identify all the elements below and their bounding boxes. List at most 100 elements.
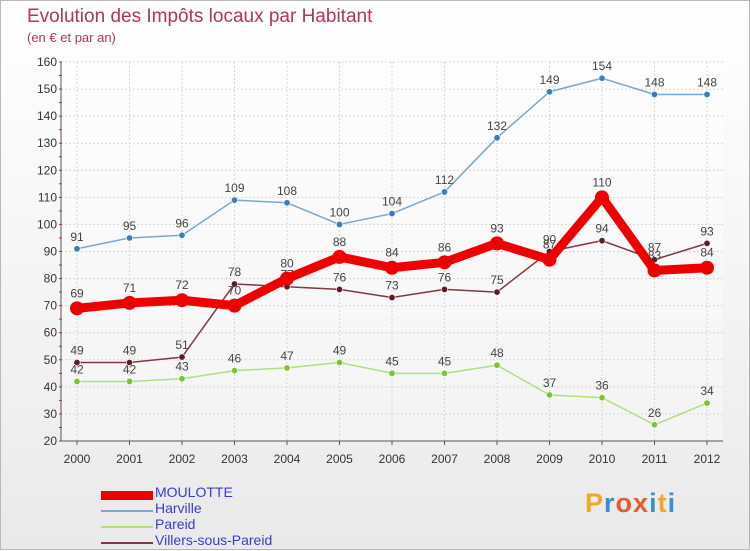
logo-letter: i	[649, 488, 658, 518]
x-tick-label-2010: 2010	[589, 452, 616, 466]
y-tick-label-160: 160	[37, 55, 57, 69]
data-label-moulotte-2010: 110	[592, 175, 611, 189]
point-moulotte-2010	[595, 190, 609, 205]
data-label-moulotte-2003: 70	[228, 284, 242, 298]
y-tick-label-140: 140	[37, 109, 57, 123]
point-pareid-2000	[73, 377, 81, 385]
data-label-pareid-2000: 42	[70, 362, 84, 376]
y-tick-label-60: 60	[44, 326, 58, 340]
point-moulotte-2004	[280, 271, 294, 286]
data-label-villers-sous-pareid-2006: 73	[385, 279, 399, 293]
data-label-harville-2005: 100	[329, 205, 349, 219]
y-tick-label-80: 80	[44, 272, 58, 286]
proxiti-logo: Proxiti	[585, 488, 676, 519]
data-label-villers-sous-pareid-2000: 49	[70, 343, 84, 357]
chart-subtitle: (en € et par an)	[27, 30, 116, 45]
data-label-harville-2003: 109	[224, 181, 244, 195]
legend-swatch-pareid	[101, 526, 153, 528]
point-moulotte-2008	[490, 236, 504, 251]
point-villers-sous-pareid-2005	[335, 285, 343, 293]
point-moulotte-2003	[227, 298, 242, 313]
point-moulotte-2011	[647, 263, 662, 278]
x-tick-label-2005: 2005	[326, 452, 353, 466]
data-label-harville-2001: 95	[123, 219, 137, 233]
data-label-moulotte-2001: 71	[123, 281, 137, 295]
point-pareid-2004	[283, 364, 291, 372]
y-tick-label-120: 120	[37, 163, 57, 177]
x-tick-label-2012: 2012	[694, 452, 721, 466]
x-tick-label-2002: 2002	[169, 452, 196, 466]
data-label-pareid-2010: 36	[595, 379, 609, 393]
data-label-pareid-2001: 42	[123, 362, 137, 376]
logo-letter: t	[657, 488, 668, 518]
point-moulotte-2000	[70, 301, 84, 316]
point-pareid-2008	[493, 361, 501, 369]
point-pareid-2007	[440, 369, 448, 377]
point-harville-2008	[493, 134, 501, 142]
y-tick-label-150: 150	[37, 82, 57, 96]
data-label-villers-sous-pareid-2002: 51	[175, 338, 189, 352]
data-label-villers-sous-pareid-2005: 76	[333, 270, 347, 284]
point-harville-2002	[178, 231, 186, 239]
data-label-harville-2002: 96	[175, 216, 189, 230]
logo-letter: x	[633, 488, 650, 518]
data-label-harville-2011: 148	[644, 75, 664, 89]
data-label-villers-sous-pareid-2001: 49	[123, 343, 137, 357]
point-harville-2012	[703, 90, 711, 98]
legend-label-villers-sous-pareid: Villers-sous-Pareid	[155, 532, 273, 548]
data-label-pareid-2005: 49	[333, 343, 347, 357]
data-label-pareid-2002: 43	[175, 360, 189, 374]
x-tick-label-2009: 2009	[536, 452, 563, 466]
data-label-moulotte-2009: 87	[543, 238, 557, 252]
data-label-moulotte-2008: 93	[490, 221, 504, 235]
legend-swatch-villers-sous-pareid	[101, 542, 153, 544]
data-label-villers-sous-pareid-2003: 78	[228, 265, 242, 279]
point-pareid-2011	[650, 421, 658, 429]
chart-title: Evolution des Impôts locaux par Habitant	[27, 6, 373, 27]
x-tick-label-2003: 2003	[221, 452, 248, 466]
data-label-pareid-2012: 34	[700, 384, 714, 398]
data-label-moulotte-2011: 83	[648, 248, 662, 262]
point-harville-2011	[650, 90, 658, 98]
point-harville-2006	[388, 210, 396, 218]
data-label-moulotte-2005: 88	[333, 235, 347, 249]
y-tick-label-110: 110	[38, 190, 57, 204]
x-tick-label-2007: 2007	[431, 452, 458, 466]
legend-swatch-moulotte	[101, 490, 153, 500]
point-harville-2003	[231, 196, 239, 204]
point-moulotte-2001	[122, 295, 137, 310]
data-label-harville-2008: 132	[487, 119, 507, 133]
point-harville-2009	[545, 88, 553, 96]
y-tick-label-40: 40	[44, 380, 58, 394]
point-villers-sous-pareid-2012	[703, 239, 711, 247]
y-tick-label-70: 70	[44, 299, 58, 313]
point-harville-2005	[335, 220, 343, 228]
point-pareid-2009	[545, 391, 553, 399]
logo-letter: i	[667, 488, 677, 518]
logo-letter: r	[604, 488, 616, 518]
data-label-villers-sous-pareid-2011: 87	[648, 241, 662, 255]
point-pareid-2005	[335, 358, 343, 366]
point-villers-sous-pareid-2008	[493, 288, 501, 296]
point-moulotte-2012	[700, 260, 714, 275]
data-label-moulotte-2002: 72	[175, 278, 189, 292]
data-label-villers-sous-pareid-2008: 75	[490, 273, 504, 287]
point-moulotte-2006	[385, 260, 399, 275]
x-tick-label-2008: 2008	[484, 452, 511, 466]
point-moulotte-2002	[175, 293, 189, 308]
y-tick-label-20: 20	[44, 434, 58, 448]
point-pareid-2001	[126, 377, 134, 385]
data-label-villers-sous-pareid-2009: 90	[543, 233, 557, 247]
point-villers-sous-pareid-2007	[440, 285, 448, 293]
data-label-moulotte-2006: 84	[385, 246, 399, 260]
legend-label-harville: Harville	[155, 500, 202, 516]
point-harville-2007	[440, 188, 448, 196]
data-label-pareid-2003: 46	[228, 352, 242, 366]
legend-label-moulotte: MOULOTTE	[155, 484, 233, 500]
data-label-moulotte-2000: 69	[70, 286, 84, 300]
y-tick-label-130: 130	[37, 136, 57, 150]
data-label-pareid-2004: 47	[280, 349, 294, 363]
point-harville-2004	[283, 199, 291, 207]
data-label-pareid-2007: 45	[438, 354, 452, 368]
